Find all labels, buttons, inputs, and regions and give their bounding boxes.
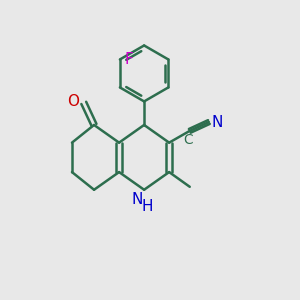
Text: N: N xyxy=(131,192,142,207)
Text: C: C xyxy=(184,133,193,147)
Text: H: H xyxy=(142,199,153,214)
Text: N: N xyxy=(212,115,223,130)
Text: F: F xyxy=(124,52,133,67)
Text: O: O xyxy=(67,94,79,109)
